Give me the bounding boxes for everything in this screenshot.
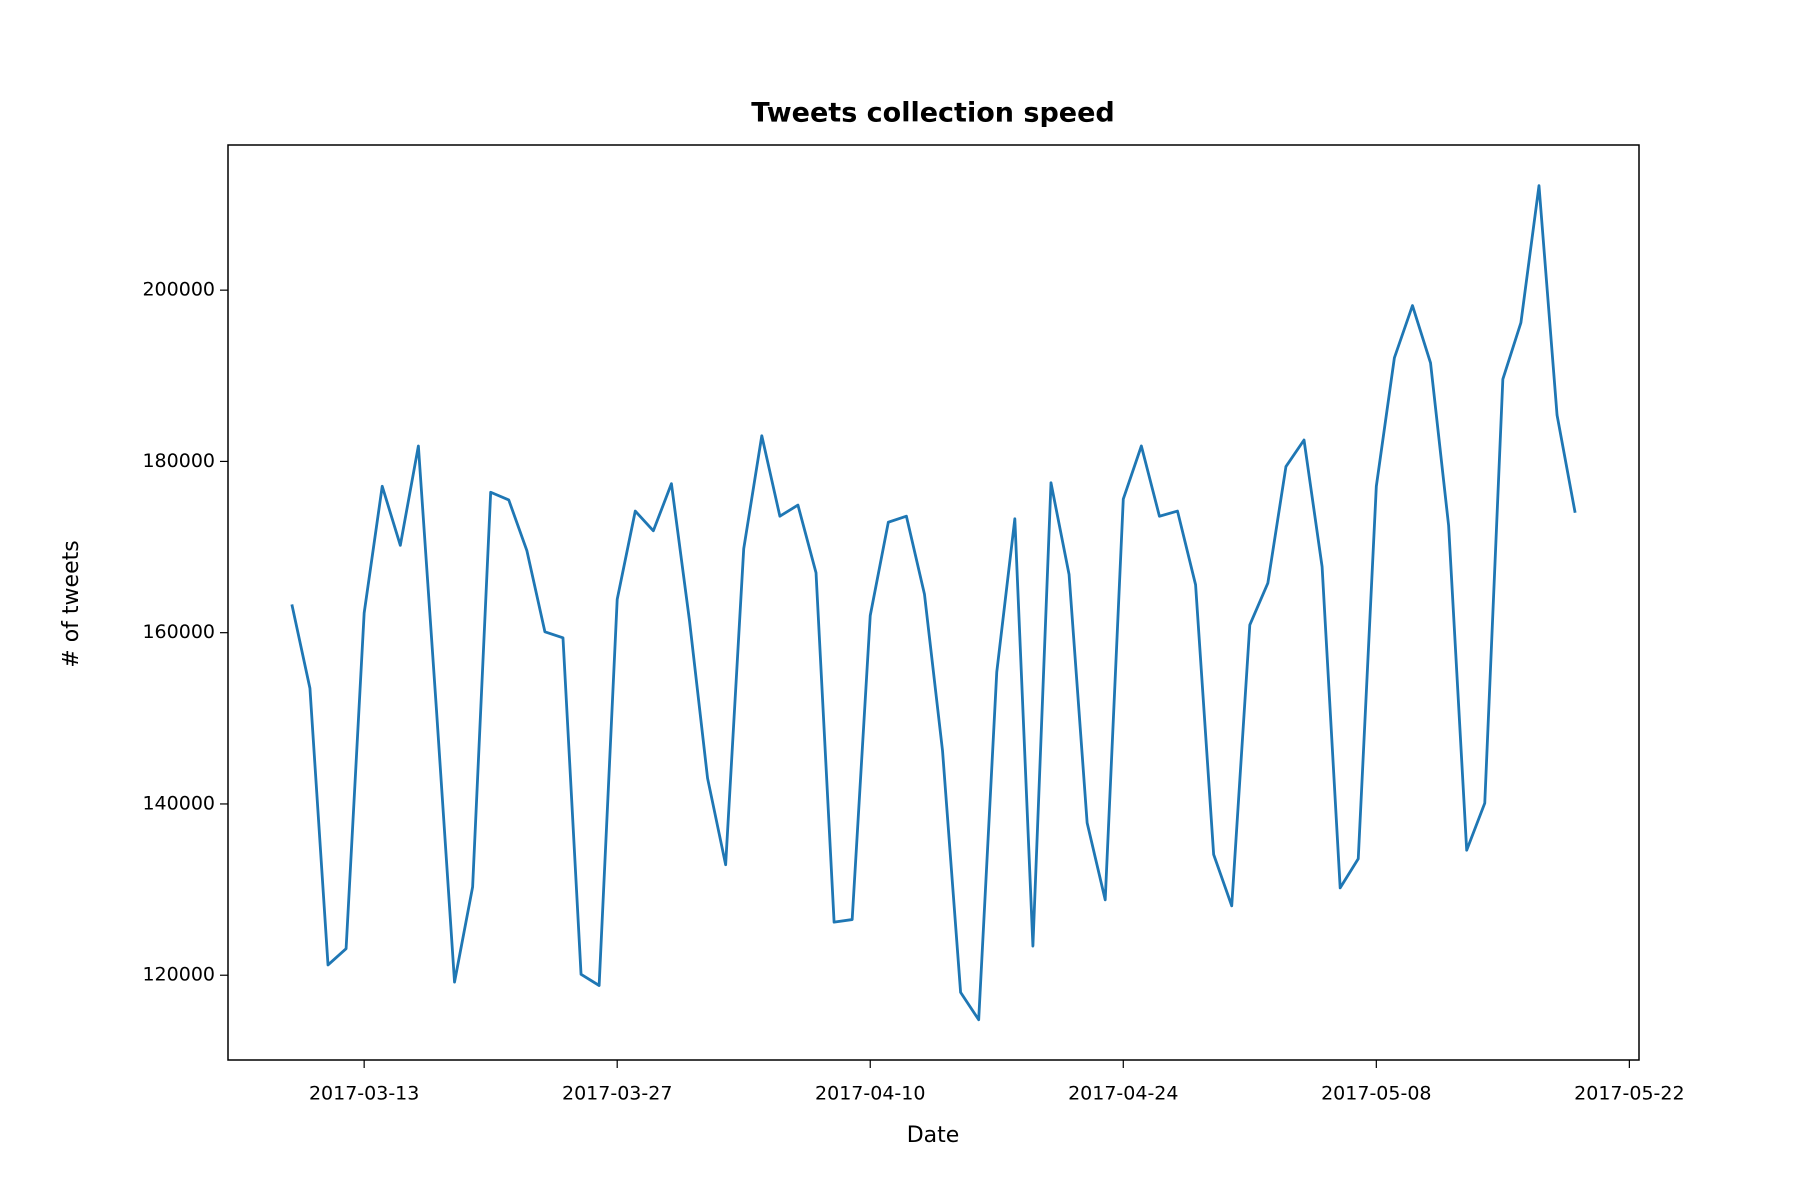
chart-title: Tweets collection speed [751,98,1114,129]
x-tick-label: 2017-03-13 [309,1083,419,1105]
y-axis-label: # of tweets [59,540,84,667]
y-tick-label: 120000 [142,964,215,986]
x-tick-label: 2017-05-08 [1321,1083,1431,1105]
x-axis-label: Date [907,1123,960,1148]
y-tick-label: 200000 [142,279,215,301]
line [290,184,1577,1022]
x-tick-label: 2017-03-27 [562,1083,672,1105]
y-tick-label: 160000 [142,621,215,643]
plot-frame [227,144,1640,1061]
y-tick-label: 140000 [142,792,215,814]
x-tick-label: 2017-04-10 [815,1083,925,1105]
x-tick-label: 2017-04-24 [1068,1083,1178,1105]
y-tick-label: 180000 [142,450,215,472]
x-tick-label: 2017-05-22 [1574,1083,1684,1105]
